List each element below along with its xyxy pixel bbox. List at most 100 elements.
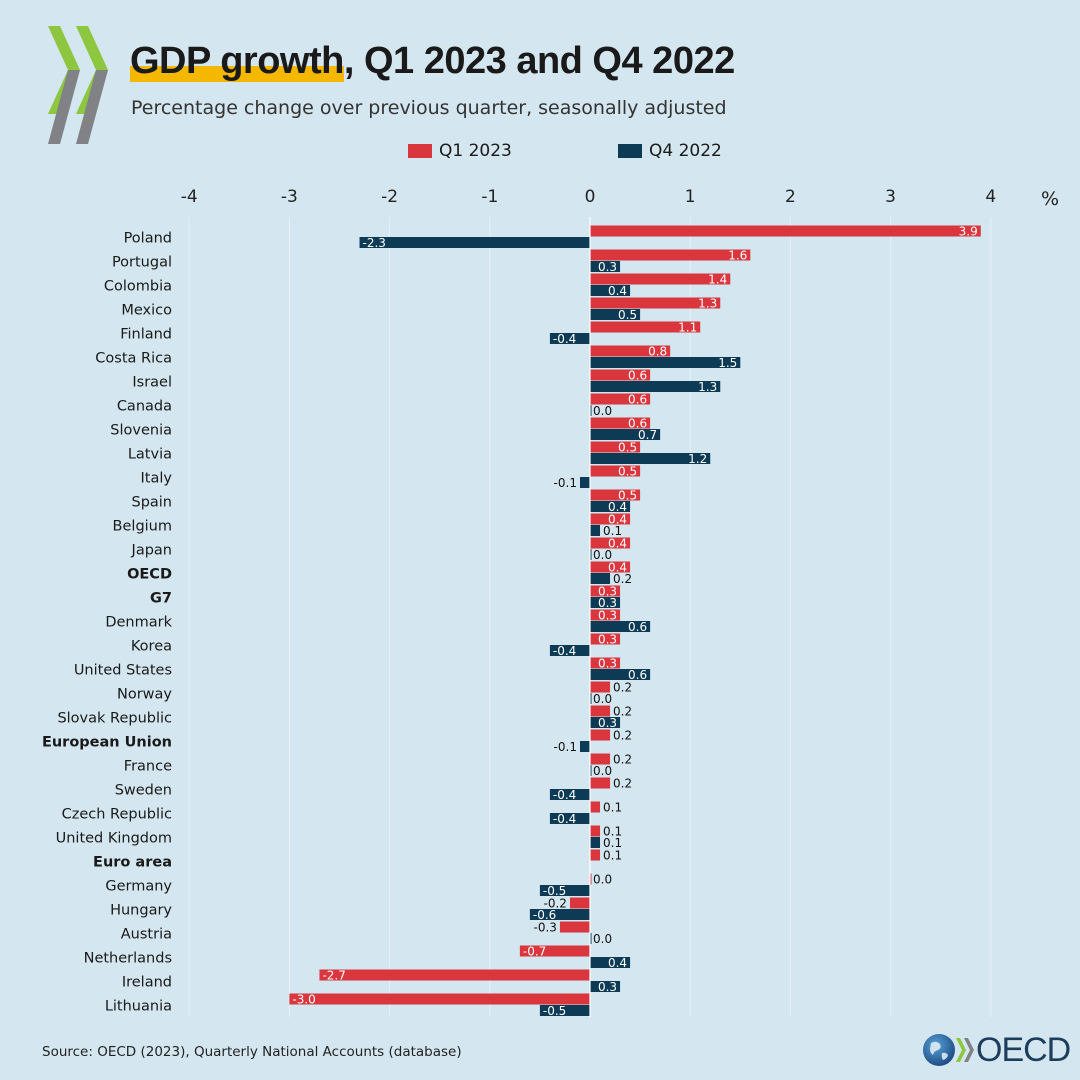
x-tick-label: -2 <box>381 187 398 207</box>
data-label: 0.4 <box>608 284 627 298</box>
data-label: 0.5 <box>618 441 637 455</box>
category-label: Denmark <box>105 615 172 631</box>
category-label: Finland <box>120 327 172 343</box>
x-tick-label: 3 <box>885 187 896 207</box>
x-axis-unit: % <box>1041 188 1059 210</box>
source-note: Source: OECD (2023), Quarterly National … <box>42 1044 462 1060</box>
data-label: -2.7 <box>322 969 345 983</box>
bar-q1-2023 <box>590 802 600 813</box>
bar-q1-2023 <box>590 706 610 717</box>
data-label: 0.1 <box>603 849 622 863</box>
oecd-logo-text: OECD <box>976 1031 1070 1070</box>
category-label: Italy <box>141 471 173 487</box>
category-label: European Union <box>42 735 172 751</box>
bar-q1-2023 <box>590 250 750 261</box>
oecd-logo: OECD <box>922 1030 1070 1070</box>
category-label: Korea <box>131 639 172 655</box>
data-label: 1.3 <box>698 380 717 394</box>
x-tick-label: -4 <box>181 187 198 207</box>
data-label: -3.0 <box>292 993 315 1007</box>
data-label: 1.4 <box>708 273 727 287</box>
data-label: 0.2 <box>613 777 632 791</box>
category-label: Israel <box>132 375 172 391</box>
category-label: Norway <box>117 687 172 703</box>
data-label: -2.3 <box>363 236 386 250</box>
data-label: -0.4 <box>553 644 576 658</box>
bar-q4-2022 <box>580 741 590 752</box>
bar-q4-2022 <box>360 237 590 248</box>
data-label: 0.3 <box>598 657 617 671</box>
data-label: 0.5 <box>618 465 637 479</box>
category-label: Austria <box>121 927 172 943</box>
data-label: -0.4 <box>553 788 576 802</box>
bar-q4-2022 <box>590 573 610 584</box>
bar-q1-2023 <box>560 922 590 933</box>
x-tick-label: -3 <box>281 187 298 207</box>
category-label: Japan <box>131 543 172 559</box>
category-label: Portugal <box>112 255 172 271</box>
small-chevrons-icon <box>956 1035 974 1065</box>
bar-q1-2023 <box>590 778 610 789</box>
gdp-bar-chart: -4 -3 -2 -1 0 1 2 3 4 %Poland 3.9-2.3Portugal 1.60.… <box>0 0 1080 1030</box>
category-label: Mexico <box>121 303 172 319</box>
data-label: 1.3 <box>698 297 717 311</box>
bar-q4-2022 <box>590 837 600 848</box>
data-label: 0.6 <box>628 620 647 634</box>
bar-q1-2023 <box>590 730 610 741</box>
data-label: 0.3 <box>598 633 617 647</box>
data-label: -0.3 <box>534 921 557 935</box>
x-tick-label: 4 <box>985 187 996 207</box>
data-label: -0.7 <box>523 945 546 959</box>
category-label: Colombia <box>104 279 172 295</box>
category-label: Slovak Republic <box>57 711 172 727</box>
data-label: 0.0 <box>593 692 612 706</box>
x-tick-label: -1 <box>481 187 498 207</box>
category-label: Costa Rica <box>95 351 172 367</box>
category-label: France <box>124 759 172 775</box>
bar-q1-2023 <box>590 850 600 861</box>
data-label: 1.5 <box>718 356 737 370</box>
bar-q4-2022 <box>580 477 590 488</box>
data-label: 0.6 <box>628 369 647 383</box>
data-label: 0.0 <box>593 764 612 778</box>
bar-q1-2023 <box>319 970 590 981</box>
data-label: 0.0 <box>593 932 612 946</box>
category-label: Lithuania <box>105 999 172 1015</box>
data-label: 0.1 <box>603 801 622 815</box>
category-label: Slovenia <box>110 423 172 439</box>
bar-q1-2023 <box>590 226 981 237</box>
bar-q1-2023 <box>590 754 610 765</box>
data-label: 0.8 <box>648 345 667 359</box>
category-label: Ireland <box>122 975 172 991</box>
bar-q1-2023 <box>289 994 590 1005</box>
category-label: Czech Republic <box>62 807 172 823</box>
category-label: Netherlands <box>84 951 172 967</box>
category-label: Hungary <box>110 903 172 919</box>
data-label: -0.1 <box>554 740 577 754</box>
data-label: -0.5 <box>543 1004 566 1018</box>
data-label: -0.4 <box>553 332 576 346</box>
data-label: 1.1 <box>678 321 697 335</box>
x-tick-label: 2 <box>785 187 796 207</box>
data-label: 0.2 <box>613 753 632 767</box>
data-label: 0.3 <box>598 260 617 274</box>
data-label: 0.2 <box>613 681 632 695</box>
category-label: G7 <box>150 591 172 607</box>
category-label: Sweden <box>115 783 172 799</box>
category-label: Germany <box>105 879 172 895</box>
data-label: 0.7 <box>638 428 657 442</box>
data-label: 0.5 <box>618 308 637 322</box>
category-label: Canada <box>117 399 172 415</box>
category-label: Poland <box>124 231 172 247</box>
data-label: 0.0 <box>593 873 612 887</box>
data-label: 1.2 <box>688 452 707 466</box>
bar-q1-2023 <box>590 682 610 693</box>
category-label: United Kingdom <box>56 831 172 847</box>
data-label: 0.2 <box>613 729 632 743</box>
category-label: OECD <box>127 567 172 583</box>
category-label: United States <box>74 663 172 679</box>
x-tick-label: 1 <box>685 187 696 207</box>
data-label: 0.4 <box>608 956 627 970</box>
data-label: -0.4 <box>553 812 576 826</box>
category-label: Spain <box>131 495 172 511</box>
